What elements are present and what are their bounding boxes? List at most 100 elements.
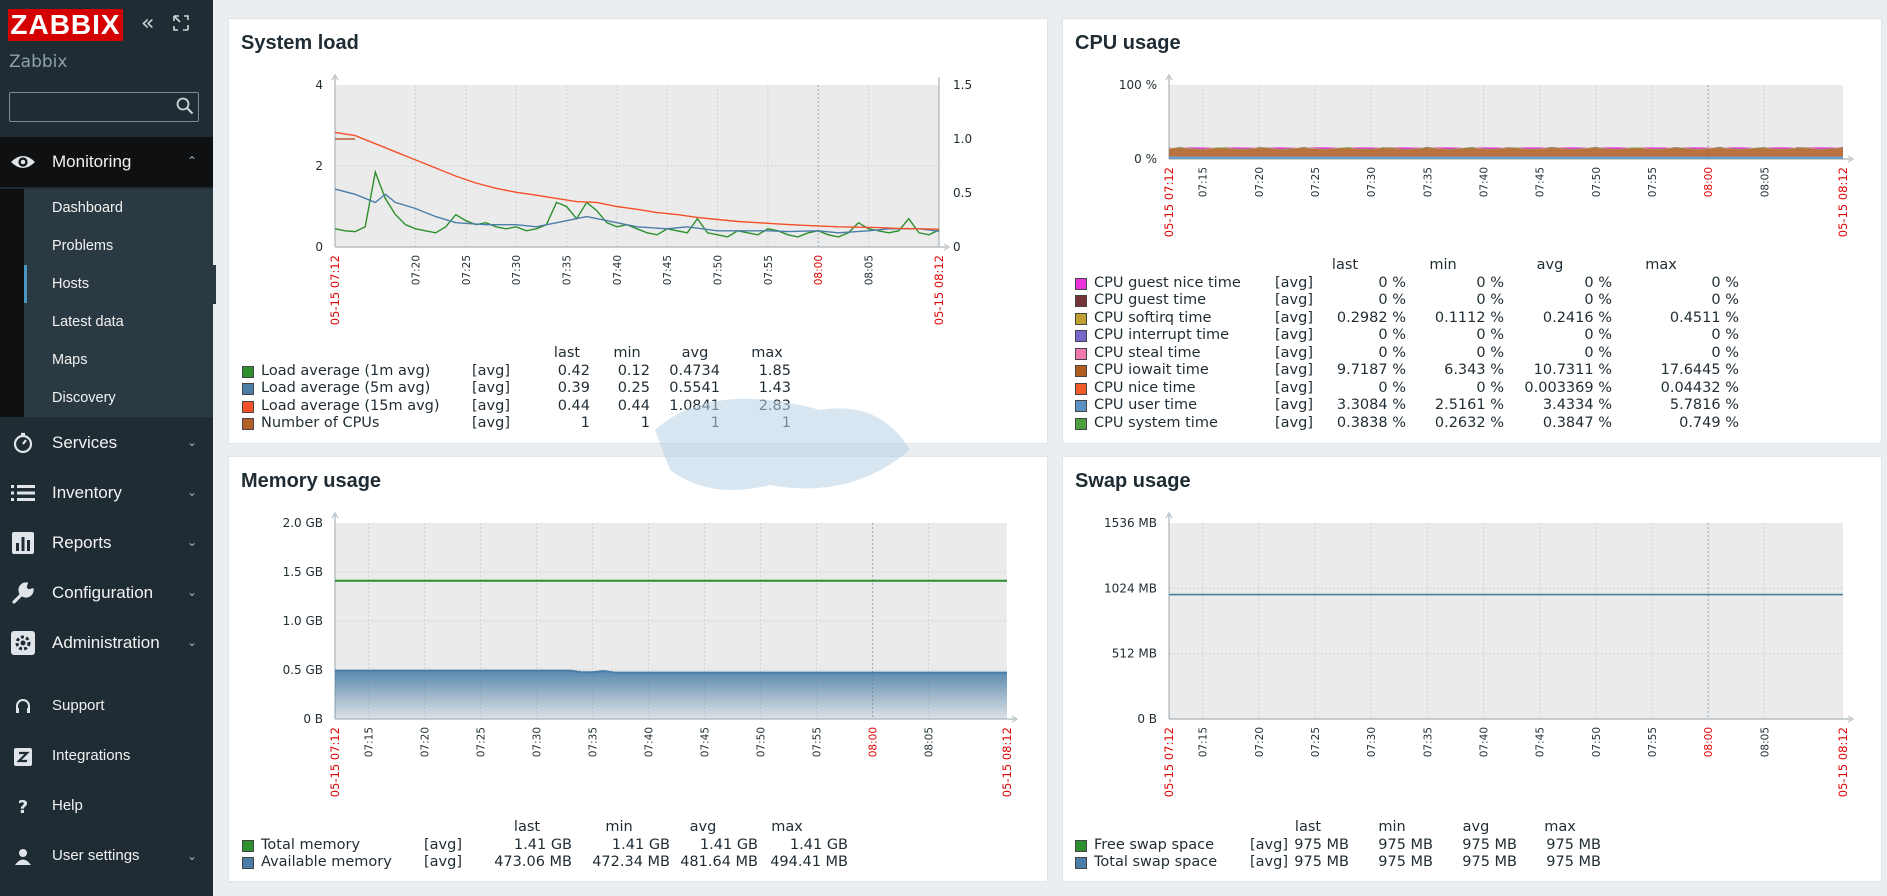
x-tick-label: 07:30	[1366, 167, 1378, 197]
legend-header-avg: avg	[681, 345, 709, 361]
submenu-hosts-label: Hosts	[52, 276, 90, 292]
menu-services[interactable]: Services ⌄	[0, 418, 213, 468]
legend-header-avg: avg	[1462, 819, 1490, 835]
menu-user-settings[interactable]: User settings ⌄	[0, 832, 213, 882]
legend-avg: 0.2416 %	[1542, 309, 1612, 326]
widget-title: System load	[241, 32, 359, 54]
menu-integrations-label: Integrations	[52, 747, 131, 764]
x-end-label: 05-15 08:12	[1836, 167, 1850, 237]
system-load-legend: last min avg max Load average (1m avg) […	[242, 345, 1002, 433]
x-tick-label: 07:45	[662, 255, 674, 285]
legend-name: CPU interrupt time	[1094, 327, 1230, 343]
x-axis-arrow	[943, 243, 950, 251]
kiosk-mode-icon[interactable]	[172, 14, 190, 37]
search-icon[interactable]	[176, 97, 194, 119]
x-tick-label: 07:45	[1535, 167, 1547, 197]
y2-tick-label: 1.5	[953, 78, 972, 92]
legend-func: [avg]	[472, 362, 510, 379]
swap-usage-graph: 07:15 07:20 07:25 07:30 07:35 07:40 07:45 07:50…	[1104, 512, 1854, 797]
legend-name: CPU guest nice time	[1094, 274, 1241, 291]
legend-min: 0 %	[1476, 327, 1504, 343]
list-icon	[10, 481, 36, 505]
stack-area	[1169, 156, 1843, 159]
bar-chart-icon	[10, 531, 36, 555]
x-tick-label: 08:00	[868, 727, 880, 757]
legend-header-max: max	[1645, 257, 1677, 273]
legend-header-avg: avg	[689, 819, 717, 835]
legend-swatch	[1075, 417, 1087, 430]
series-line	[334, 188, 940, 234]
legend-min: 0.12	[617, 362, 650, 379]
legend-name: Available memory	[261, 854, 392, 870]
menu-configuration[interactable]: Configuration ⌄	[0, 568, 213, 618]
legend-avg: 0 %	[1584, 344, 1612, 361]
x-tick-label: 07:50	[1591, 167, 1603, 197]
widget-title: Swap usage	[1075, 470, 1191, 492]
x-start-label: 05-15 07:12	[1162, 167, 1176, 237]
legend-swatch	[1075, 295, 1087, 307]
y-tick-label: 2	[315, 159, 323, 173]
submenu-hosts[interactable]: Hosts	[24, 265, 216, 304]
legend-func: [avg]	[1275, 397, 1313, 413]
search-input[interactable]	[10, 93, 172, 121]
user-icon	[10, 845, 36, 869]
legend-name: CPU user time	[1094, 397, 1198, 413]
legend-max: 5.7816 %	[1669, 397, 1739, 413]
x-start-label: 05-15 07:12	[1162, 727, 1176, 797]
chevron-down-icon: ⌄	[186, 849, 197, 863]
x-tick-label: 07:55	[763, 255, 775, 285]
x-tick-label: 07:55	[1647, 167, 1659, 197]
collapse-sidebar-icon[interactable]: «	[141, 11, 155, 36]
x-tick-label: 07:20	[1254, 727, 1266, 757]
submenu-discovery-label: Discovery	[52, 390, 116, 406]
legend-swatch	[1075, 312, 1087, 325]
y-tick-label: 0 %	[1134, 152, 1157, 166]
x-end-label: 05-15 08:12	[932, 255, 946, 325]
submenu-dashboard[interactable]: Dashboard	[24, 189, 213, 228]
menu-monitoring[interactable]: Monitoring ⌃	[0, 137, 213, 187]
legend-avg: 1.41 GB	[699, 836, 758, 853]
y-tick-label: 2.0 GB	[283, 516, 323, 530]
wrench-icon	[10, 581, 36, 605]
x-tick-label: 08:00	[813, 255, 825, 285]
stack-area	[1169, 147, 1843, 157]
x-end-label: 05-15 08:12	[1836, 727, 1850, 797]
submenu-discovery[interactable]: Discovery	[24, 379, 213, 418]
zabbix-logo[interactable]: ZABBIX	[8, 9, 123, 41]
legend-last: 0 %	[1378, 274, 1406, 291]
legend-name: Total memory	[261, 836, 361, 853]
menu-inventory[interactable]: Inventory ⌄	[0, 468, 213, 518]
legend-min: 0.44	[617, 397, 650, 414]
submenu-latest-data[interactable]: Latest data	[24, 303, 213, 342]
legend-row: Total swap space [avg] 975 MB 975 MB 975 MB 9…	[1075, 854, 1855, 872]
cpu-usage-legend: last min avg max CPU guest nice time [avg…	[1075, 257, 1855, 432]
menu-integrations[interactable]: Integrations	[0, 732, 213, 782]
menu-configuration-label: Configuration	[52, 583, 154, 602]
y-tick-label: 1.0 GB	[283, 614, 323, 628]
legend-row: Load average (5m avg) [avg] 0.39 0.25 0.…	[242, 380, 1002, 398]
x-tick-label: 08:05	[1759, 167, 1771, 197]
submenu-maps[interactable]: Maps	[24, 341, 213, 380]
memory-usage-graph: 07:15 07:20 07:25 07:30 07:35 07:40 07:45 07:50…	[283, 512, 1018, 797]
menu-support[interactable]: Support	[0, 682, 213, 732]
y-axis-arrow	[1165, 74, 1173, 81]
legend-header: last min avg max	[242, 819, 1002, 837]
legend-header-min: min	[605, 819, 633, 835]
monitoring-submenu: Dashboard Problems Hosts Latest data Map…	[0, 189, 216, 418]
x-tick-label: 07:25	[461, 255, 473, 285]
menu-administration[interactable]: Administration ⌄	[0, 618, 213, 668]
submenu-problems[interactable]: Problems	[24, 227, 213, 266]
y2-tick-label: 0.5	[953, 186, 972, 200]
menu-reports[interactable]: Reports ⌄	[0, 518, 213, 568]
headset-icon	[10, 695, 36, 719]
legend-name: Load average (5m avg)	[261, 380, 431, 396]
x-tick-label: 07:50	[756, 727, 768, 757]
legend-row: Load average (15m avg) [avg] 0.44 0.44 1…	[242, 398, 1002, 416]
legend-last: 473.06 MB	[494, 854, 572, 870]
legend-last: 0.44	[557, 397, 590, 414]
legend-min: 1.41 GB	[611, 836, 670, 853]
legend-header-avg: avg	[1536, 257, 1564, 273]
legend-func: [avg]	[1275, 327, 1313, 343]
menu-help[interactable]: ? Help	[0, 782, 213, 832]
legend-swatch	[242, 418, 254, 430]
